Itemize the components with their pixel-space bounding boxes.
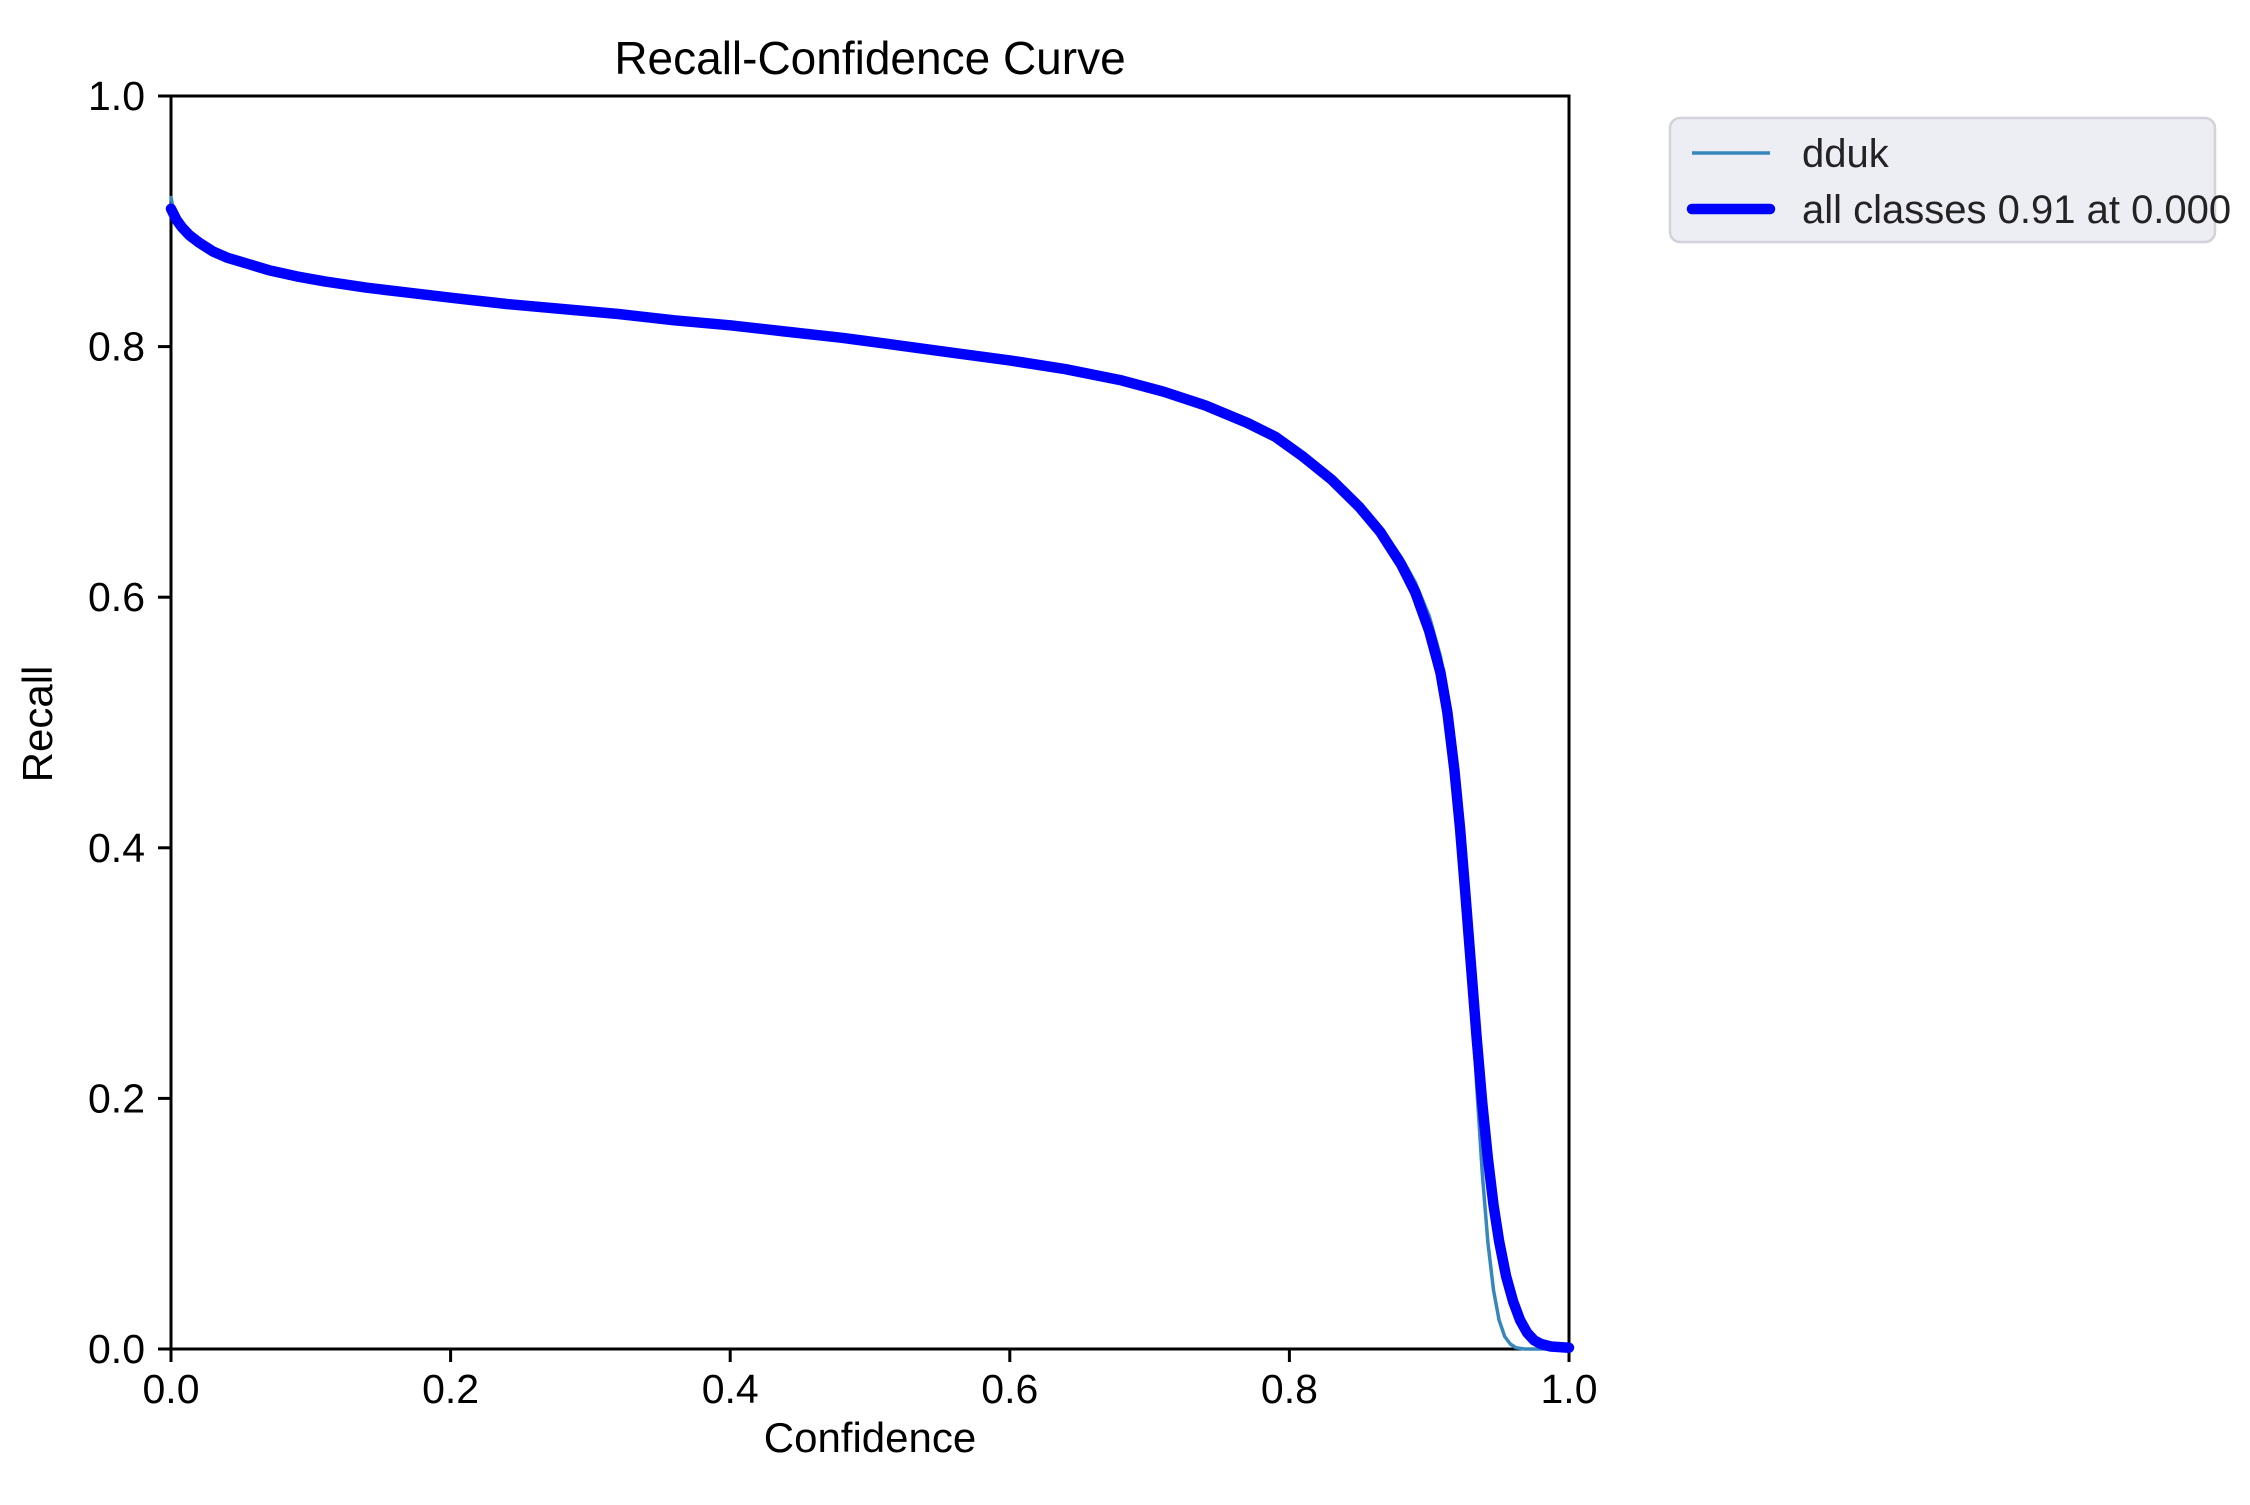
chart-title: Recall-Confidence Curve [614, 32, 1125, 84]
curve-all [165, 203, 1575, 1353]
x-axis-label: Confidence [764, 1414, 976, 1461]
x-tick-label: 0.4 [702, 1366, 759, 1412]
legend-label-all-classes: all classes 0.91 at 0.000 [1802, 188, 2231, 232]
y-tick-label: 0.2 [88, 1075, 145, 1121]
legend-label-dduk: dduk [1802, 132, 1890, 176]
x-tick-label: 0.8 [1261, 1366, 1318, 1412]
y-tick-label: 0.0 [88, 1326, 145, 1372]
x-tick-label: 1.0 [1541, 1366, 1598, 1412]
y-tick-label: 0.4 [88, 825, 145, 871]
y-tick-label: 0.8 [88, 324, 145, 370]
x-tick-label: 0.6 [981, 1366, 1038, 1412]
plot-border [169, 94, 1571, 1351]
legend-box [1668, 116, 2217, 244]
y-tick-label: 1.0 [88, 73, 145, 119]
curve-dduk [169, 195, 1571, 1351]
x-tick-label: 0.0 [143, 1366, 200, 1412]
x-axis-ticks: 0.0 0.2 0.4 0.6 0.8 1.0 [143, 1349, 1598, 1412]
legend: dduk all classes 0.91 at 0.000 [1668, 116, 2231, 244]
x-tick-label: 0.2 [422, 1366, 479, 1412]
y-tick-label: 0.6 [88, 574, 145, 620]
curve-series [165, 195, 1575, 1353]
y-axis-ticks: 0.0 0.2 0.4 0.6 0.8 1.0 [88, 73, 171, 1372]
y-axis-label: Recall [14, 666, 61, 783]
